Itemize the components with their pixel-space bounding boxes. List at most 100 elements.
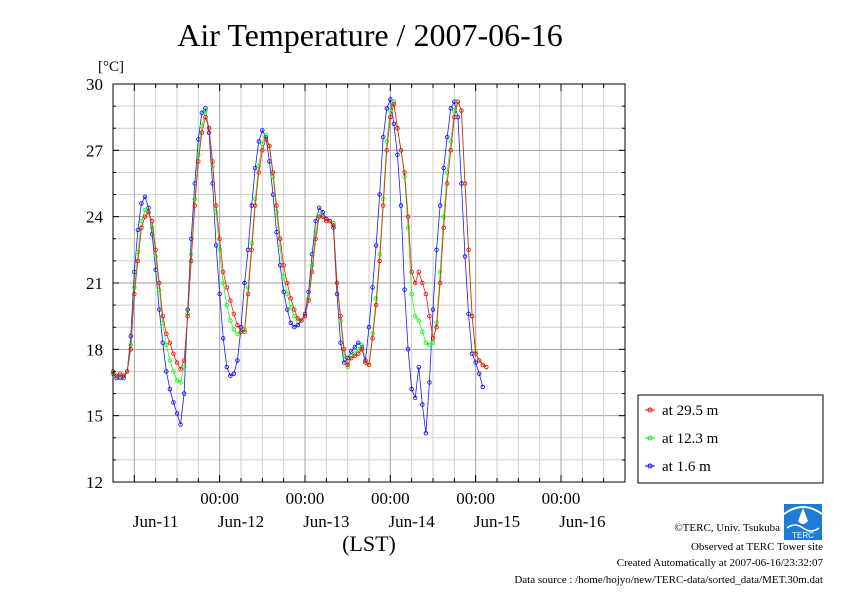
data-point bbox=[292, 325, 297, 330]
data-point bbox=[142, 207, 148, 213]
data-point bbox=[224, 364, 229, 370]
data-point bbox=[146, 210, 151, 215]
data-point bbox=[206, 126, 212, 131]
data-point bbox=[477, 358, 482, 363]
data-point bbox=[373, 243, 379, 248]
data-point bbox=[384, 106, 389, 111]
data-point bbox=[164, 331, 169, 337]
data-point bbox=[356, 351, 361, 356]
data-point bbox=[331, 223, 336, 228]
data-point bbox=[217, 291, 222, 297]
data-point bbox=[381, 134, 386, 140]
data-point bbox=[245, 291, 251, 297]
data-point bbox=[395, 126, 400, 131]
data-point bbox=[405, 214, 411, 219]
data-point bbox=[171, 369, 176, 374]
chart-title: Air Temperature / 2007-06-16 bbox=[177, 17, 563, 53]
data-point bbox=[462, 181, 468, 186]
data-point bbox=[338, 340, 343, 345]
data-point bbox=[420, 280, 425, 286]
data-point bbox=[203, 108, 208, 113]
data-point bbox=[249, 247, 254, 253]
logo-text: TERC bbox=[792, 531, 814, 540]
data-point bbox=[402, 170, 407, 175]
data-point bbox=[235, 322, 240, 328]
data-point bbox=[213, 243, 219, 248]
data-point bbox=[455, 99, 461, 104]
data-point bbox=[160, 313, 165, 319]
data-point bbox=[221, 269, 226, 275]
data-point bbox=[121, 373, 126, 379]
data-point bbox=[274, 210, 279, 215]
data-point bbox=[132, 291, 137, 297]
data-point bbox=[366, 362, 372, 368]
data-point bbox=[423, 340, 429, 345]
x-tick-label: 00:00 bbox=[542, 489, 581, 508]
data-point bbox=[135, 249, 141, 255]
data-point bbox=[430, 340, 436, 345]
data-point bbox=[370, 285, 375, 290]
data-point bbox=[213, 210, 219, 215]
data-point bbox=[228, 298, 233, 303]
data-point bbox=[388, 97, 393, 102]
y-tick-label: 12 bbox=[86, 473, 103, 492]
day-label: Jun-13 bbox=[303, 512, 349, 531]
series-layer bbox=[110, 97, 489, 436]
data-point bbox=[445, 134, 450, 140]
data-point bbox=[221, 336, 226, 341]
day-label: Jun-12 bbox=[218, 512, 264, 531]
data-point bbox=[199, 130, 205, 135]
data-point bbox=[139, 201, 144, 206]
data-point bbox=[313, 218, 318, 224]
data-point bbox=[274, 203, 279, 208]
data-point bbox=[160, 320, 165, 325]
data-point bbox=[142, 194, 148, 199]
data-point bbox=[381, 203, 386, 208]
data-point bbox=[437, 203, 443, 208]
observed-text: Observed at TERC Tower site bbox=[691, 541, 823, 553]
data-point bbox=[146, 205, 151, 211]
data-point bbox=[398, 148, 404, 153]
data-point bbox=[181, 364, 187, 370]
data-point bbox=[295, 322, 301, 328]
y-tick-label: 24 bbox=[86, 208, 104, 227]
data-point bbox=[391, 121, 397, 126]
data-point bbox=[445, 170, 450, 175]
data-point bbox=[437, 269, 443, 275]
data-point bbox=[306, 298, 311, 303]
data-point bbox=[277, 236, 283, 241]
data-point bbox=[398, 203, 404, 208]
data-point bbox=[292, 313, 297, 319]
data-point bbox=[413, 313, 418, 319]
y-tick-label: 18 bbox=[86, 340, 103, 359]
data-point bbox=[338, 313, 343, 319]
data-point bbox=[288, 305, 293, 310]
data-point bbox=[174, 378, 180, 383]
data-point bbox=[114, 373, 119, 379]
data-point bbox=[125, 369, 130, 374]
data-point bbox=[473, 351, 478, 356]
data-point bbox=[157, 280, 162, 286]
data-point bbox=[160, 340, 165, 345]
data-point bbox=[260, 148, 265, 153]
x-axis-title: (LST) bbox=[342, 531, 396, 556]
data-point bbox=[441, 165, 446, 171]
data-point bbox=[477, 371, 482, 376]
data-point bbox=[231, 327, 237, 332]
day-label: Jun-15 bbox=[474, 512, 520, 531]
data-point bbox=[242, 280, 247, 286]
series-line bbox=[112, 97, 484, 434]
data-point bbox=[384, 139, 389, 144]
data-point bbox=[221, 280, 226, 286]
data-point bbox=[164, 342, 169, 348]
data-point bbox=[178, 422, 183, 427]
data-point bbox=[352, 353, 357, 359]
series-at-29-5-m bbox=[110, 99, 489, 379]
data-point bbox=[231, 311, 237, 317]
data-point bbox=[466, 311, 471, 317]
legend-label: at 12.3 m bbox=[662, 431, 719, 447]
x-axis: 00:00 00:00 00:00 00:00 00:00 Jun-11 Jun-12 Jun… bbox=[133, 84, 605, 531]
data-point bbox=[253, 196, 258, 202]
data-point bbox=[217, 247, 222, 253]
data-point bbox=[448, 139, 453, 144]
